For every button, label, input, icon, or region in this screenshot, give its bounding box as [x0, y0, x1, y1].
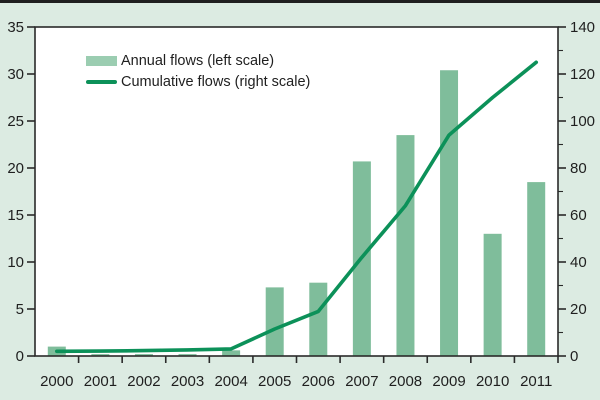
x-axis-label-2000: 2000 [40, 373, 73, 390]
bar-2009 [440, 70, 459, 357]
bar-2002 [134, 354, 153, 356]
x-axis-label-2005: 2005 [258, 373, 291, 390]
x-axis-label-2007: 2007 [345, 373, 378, 390]
legend-item-cumulative-flows: Cumulative flows (right scale) [86, 73, 310, 91]
bar-2006 [309, 282, 328, 356]
bar-2003 [178, 354, 197, 356]
x-axis-label-2011: 2011 [520, 373, 552, 390]
bar-2001 [91, 354, 110, 356]
left-axis-label: 15 [7, 207, 24, 224]
right-axis-label: 60 [570, 207, 587, 224]
legend-item-annual-flows: Annual flows (left scale) [86, 52, 310, 70]
left-axis-label: 25 [7, 113, 24, 130]
bar-2004 [222, 350, 241, 356]
plot-area [35, 27, 558, 356]
bar-2011 [527, 182, 546, 356]
right-axis-label: 140 [570, 19, 595, 36]
left-axis-label: 30 [7, 66, 24, 83]
legend-label-annual: Annual flows (left scale) [121, 52, 275, 69]
right-axis-label: 100 [570, 113, 595, 130]
left-axis-label: 5 [16, 301, 24, 318]
x-axis-label-2008: 2008 [389, 373, 422, 390]
bar-swatch-icon [86, 56, 117, 66]
right-axis-label: 40 [570, 254, 587, 271]
x-axis-label-2006: 2006 [302, 373, 335, 390]
bar-2005 [265, 287, 284, 356]
legend-label-cumulative: Cumulative flows (right scale) [121, 73, 311, 90]
left-axis-label: 0 [16, 348, 24, 365]
bar-2008 [396, 135, 415, 356]
bar-2010 [483, 233, 502, 356]
x-axis-label-2003: 2003 [171, 373, 204, 390]
right-axis-label: 0 [570, 348, 578, 365]
x-axis-label-2010: 2010 [476, 373, 509, 390]
left-axis-label: 35 [7, 19, 24, 36]
right-axis-label: 20 [570, 301, 587, 318]
right-axis-label: 120 [570, 66, 595, 83]
chart-canvas: 0 5 10 15 20 25 30 35 0 20 40 60 80 100 120 140 2000 2001… [7, 19, 595, 390]
x-axis-label-2002: 2002 [127, 373, 160, 390]
chart-legend: Annual flows (left scale) Cumulative flo… [86, 52, 310, 91]
left-axis-label: 10 [7, 254, 24, 271]
x-axis-label-2009: 2009 [432, 373, 465, 390]
x-axis-label-2004: 2004 [214, 373, 247, 390]
right-axis-label: 80 [570, 160, 587, 177]
cumulative-flows-line [54, 60, 539, 354]
x-axis-label-2001: 2001 [84, 373, 117, 390]
left-axis-label: 20 [7, 160, 24, 177]
line-swatch-icon [86, 80, 117, 84]
